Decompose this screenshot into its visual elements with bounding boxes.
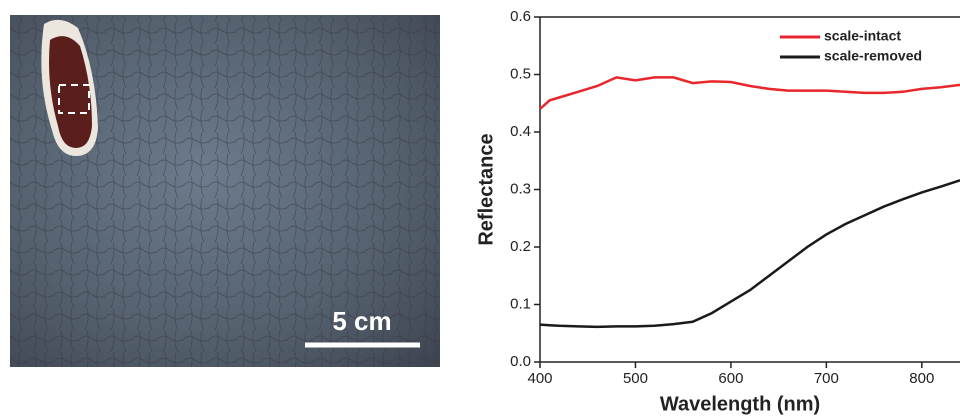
y-tick-label: 0.5 xyxy=(510,65,531,82)
x-tick-label: 400 xyxy=(527,370,552,387)
y-tick-label: 0.1 xyxy=(510,295,531,312)
x-tick-label: 800 xyxy=(909,370,934,387)
y-tick-label: 0.0 xyxy=(510,353,531,370)
x-tick-label: 700 xyxy=(814,370,839,387)
series-line xyxy=(539,179,960,329)
y-tick-label: 0.2 xyxy=(510,238,531,255)
x-axis-title: Wavelength (nm) xyxy=(660,393,820,415)
y-tick-label: 0.4 xyxy=(510,123,531,140)
y-axis-title: Reflectance xyxy=(475,133,497,245)
roi-box xyxy=(58,84,90,114)
legend-label: scale-removed xyxy=(824,48,922,64)
y-tick-label: 0.3 xyxy=(510,180,531,197)
scale-label: 5 cm xyxy=(332,306,391,336)
chart: 0.0 0.1 0.2 0.3 0.4 0.5 0.6 400 500 600 700 800 Wave… xyxy=(475,8,960,415)
x-tick-label: 600 xyxy=(718,370,743,387)
y-tick-label: 0.6 xyxy=(510,8,531,25)
series-line xyxy=(539,76,960,110)
legend-label: scale-intact xyxy=(824,28,901,44)
x-tick-label: 500 xyxy=(623,370,648,387)
beetle-wing xyxy=(49,36,92,148)
photo: 5 cm xyxy=(10,15,440,367)
